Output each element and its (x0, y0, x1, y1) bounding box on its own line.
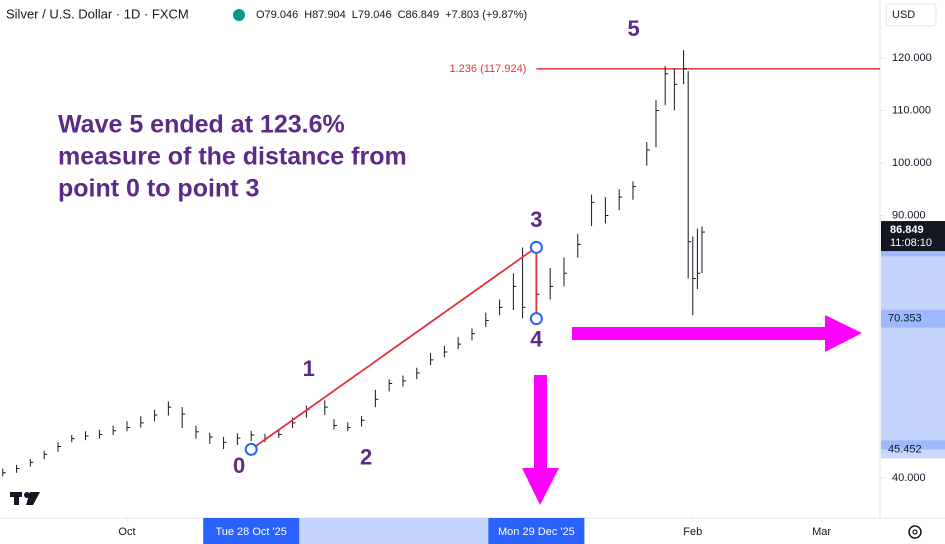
arrow-right (572, 315, 862, 352)
point-price-label: 70.353 (888, 313, 922, 325)
tv-logo (10, 492, 40, 505)
x-tick-label: Feb (683, 526, 702, 538)
y-tick-label: 100.000 (892, 157, 932, 169)
crosshair-date-label: Tue 28 Oct '25 (215, 526, 286, 538)
ohlc-value: +7.803 (+9.87%) (445, 9, 527, 21)
currency-label: USD (892, 9, 915, 21)
y-tick-label: 110.000 (892, 104, 931, 116)
point-price-label: 45.452 (888, 443, 922, 455)
y-range-highlight (881, 247, 945, 450)
ohlc-value: L79.046 (352, 9, 392, 21)
wave-label: 4 (530, 326, 543, 351)
ohlc-value: C86.849 (398, 9, 440, 21)
wave-line (250, 246, 537, 451)
y-tick-label: 40.000 (892, 472, 926, 484)
crosshair-date-box (203, 518, 300, 544)
annotation-line: Wave 5 ended at 123.6% (58, 111, 345, 139)
point-price-box (881, 440, 945, 459)
annotation-line: measure of the distance from (58, 143, 407, 171)
last-price-box (881, 221, 945, 252)
last-price-label: 86.849 (890, 224, 924, 236)
ohlc-value: O79.046 (256, 9, 298, 21)
wave-label: 0 (233, 453, 245, 478)
x-tick-label: Mar (812, 526, 831, 538)
y-tick-label: 120.000 (892, 52, 932, 64)
wave-point (244, 442, 258, 456)
wave-label: 3 (530, 207, 542, 232)
wave-label: 2 (360, 445, 372, 470)
annotation-line: point 0 to point 3 (58, 175, 259, 203)
market-status (233, 9, 245, 21)
fib-label: 1.236 (117.924) (450, 63, 527, 75)
wave-point (529, 312, 543, 326)
settings-icon[interactable] (908, 525, 922, 539)
ohlc-value: H87.904 (304, 9, 346, 21)
crosshair-date-box (488, 518, 585, 544)
arrow-down (522, 375, 559, 505)
y-tick-label: 90.000 (892, 209, 926, 221)
crosshair-date-label: Mon 29 Dec '25 (498, 526, 575, 538)
currency-button[interactable] (885, 3, 937, 27)
wave-point (529, 240, 543, 254)
wave-label: 5 (627, 16, 639, 41)
point-price-box (881, 309, 945, 328)
countdown-label: 11:08:10 (890, 237, 932, 249)
x-tick-label: Oct (118, 526, 135, 538)
symbol-title: Silver / U.S. Dollar · 1D · FXCM (6, 6, 189, 21)
wave-label: 1 (303, 356, 315, 381)
